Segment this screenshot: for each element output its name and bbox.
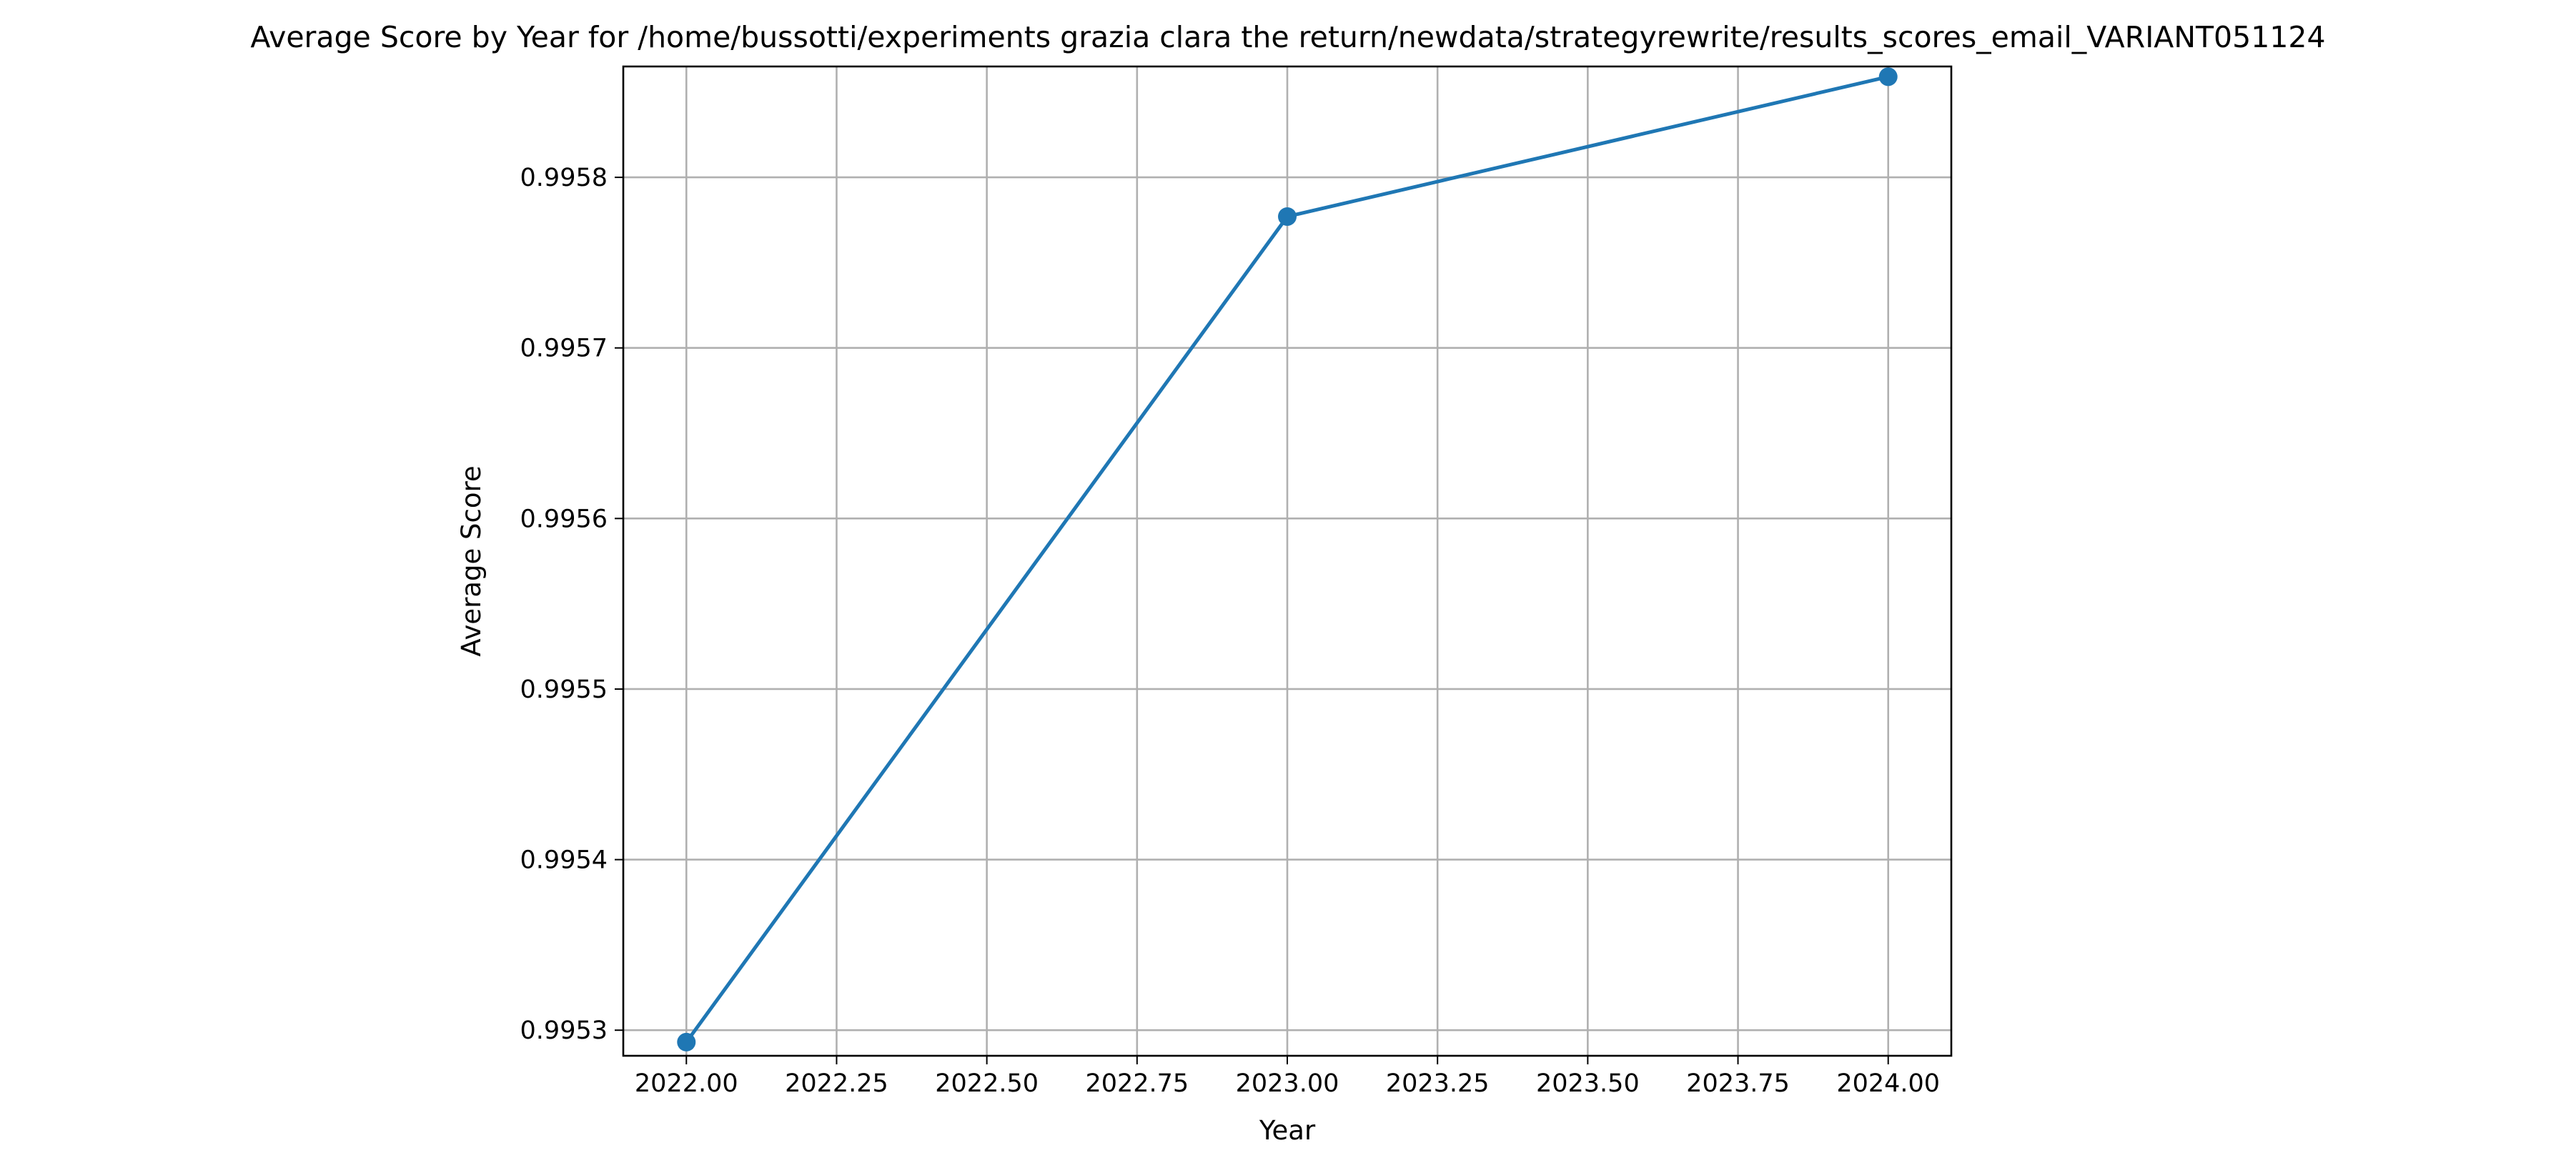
chart-title: Average Score by Year for /home/bussotti… (250, 20, 2325, 54)
x-tick-label: 2022.25 (785, 1069, 888, 1098)
y-tick-label: 0.9954 (520, 846, 608, 875)
axis-ticks: 2022.00 2022.25 2022.50 2022.75 2023.00 2023.… (520, 164, 1941, 1098)
x-tick-label: 2023.25 (1386, 1069, 1490, 1098)
y-tick-label: 0.9958 (520, 164, 608, 192)
y-tick-label: 0.9953 (520, 1016, 608, 1045)
x-tick-label: 2023.75 (1686, 1069, 1790, 1098)
x-tick-label: 2022.50 (935, 1069, 1039, 1098)
x-tick-label: 2022.00 (635, 1069, 738, 1098)
grid-lines (623, 66, 1951, 1056)
x-tick-label: 2023.00 (1236, 1069, 1339, 1098)
y-tick-label: 0.9956 (520, 505, 608, 533)
x-tick-label: 2024.00 (1836, 1069, 1940, 1098)
y-tick-label: 0.9957 (520, 335, 608, 363)
x-axis-label: Year (1259, 1115, 1316, 1146)
data-point-marker (1878, 67, 1898, 86)
x-tick-label: 2022.75 (1085, 1069, 1189, 1098)
y-axis-label: Average Score (456, 465, 487, 656)
data-point-marker (677, 1032, 696, 1051)
data-point-marker (1278, 207, 1297, 226)
x-tick-label: 2023.50 (1536, 1069, 1640, 1098)
y-tick-label: 0.9955 (520, 675, 608, 704)
series-layer (677, 67, 1898, 1051)
plot-frame (622, 65, 1953, 1057)
